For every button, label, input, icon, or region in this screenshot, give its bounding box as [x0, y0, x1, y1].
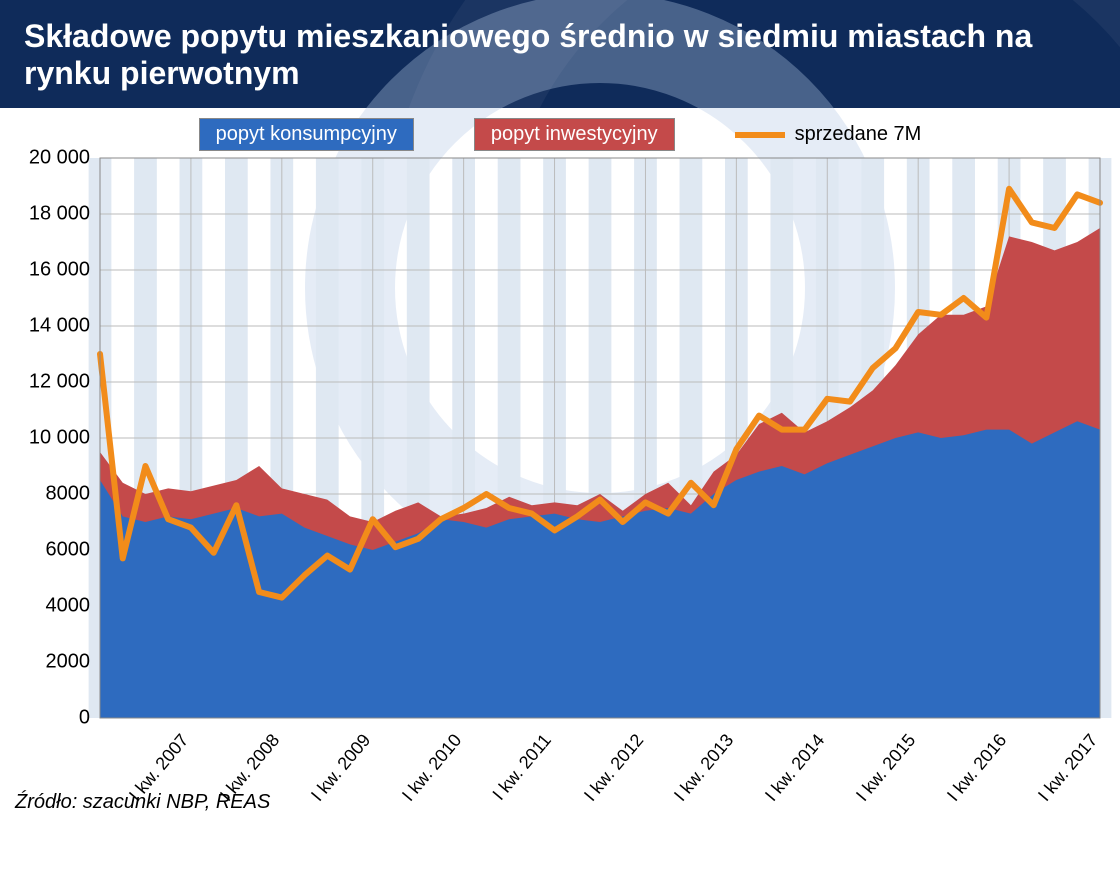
legend-item-konsumpcyjny: popyt konsumpcyjny	[199, 118, 414, 151]
legend-item-inwestycyjny: popyt inwestycyjny	[474, 118, 675, 151]
x-tick-label: I kw. 2011	[488, 730, 555, 805]
y-tick-label: 14 000	[10, 315, 90, 338]
legend-label-sprzedane: sprzedane 7M	[795, 123, 922, 146]
plot-region	[100, 158, 1100, 718]
y-tick-label: 18 000	[10, 203, 90, 226]
y-tick-label: 6000	[10, 539, 90, 562]
y-tick-label: 16 000	[10, 259, 90, 282]
x-tick-label: I kw. 2017	[1034, 730, 1102, 806]
x-tick-label: I kw. 2009	[307, 730, 375, 806]
legend-item-sprzedane: sprzedane 7M	[735, 123, 922, 146]
x-tick-label: I kw. 2010	[398, 730, 466, 806]
y-tick-label: 4000	[10, 595, 90, 618]
legend-swatch-konsumpcyjny: popyt konsumpcyjny	[199, 118, 414, 151]
y-tick-label: 12 000	[10, 371, 90, 394]
y-tick-label: 8000	[10, 483, 90, 506]
x-tick-label: I kw. 2015	[852, 730, 920, 806]
source-text: Źródło: szacunki NBP, REAS	[15, 791, 270, 814]
chart-area: popyt konsumpcyjny popyt inwestycyjny sp…	[0, 108, 1120, 824]
legend-line-swatch	[735, 132, 785, 138]
x-tick-label: I kw. 2014	[761, 730, 829, 806]
legend-swatch-inwestycyjny: popyt inwestycyjny	[474, 118, 675, 151]
x-tick-label: I kw. 2016	[943, 730, 1011, 806]
y-tick-label: 0	[10, 707, 90, 730]
x-tick-label: I kw. 2013	[670, 730, 738, 806]
y-tick-label: 2000	[10, 651, 90, 674]
y-tick-label: 10 000	[10, 427, 90, 450]
chart-title: Składowe popytu mieszkaniowego średnio w…	[24, 18, 1096, 92]
x-tick-label: I kw. 2012	[579, 730, 647, 806]
legend: popyt konsumpcyjny popyt inwestycyjny sp…	[0, 118, 1120, 151]
